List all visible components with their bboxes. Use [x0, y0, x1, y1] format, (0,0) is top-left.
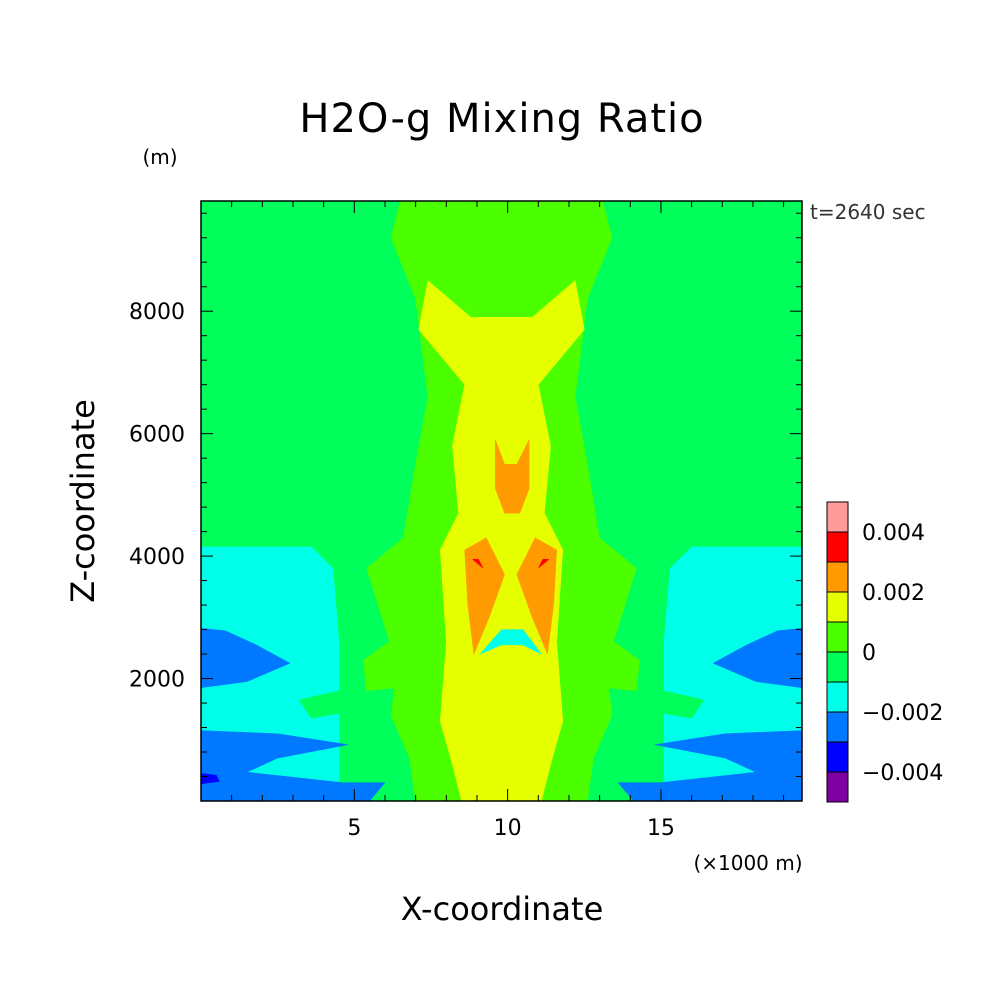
colorbar-label: 0.004: [862, 521, 925, 546]
colorbar-segment-6: [826, 591, 849, 623]
contour-region-9: [623, 690, 705, 719]
colorbar-segment-3: [826, 681, 849, 713]
colorbar-segment-2: [826, 711, 849, 743]
contour-region-12: [556, 616, 640, 692]
colorbar-segment-4: [826, 651, 849, 683]
colorbar-label: 0: [862, 641, 876, 666]
y-unit-label: (m): [142, 145, 177, 169]
contour-region-13: [418, 280, 585, 802]
chart-title: H2O-g Mixing Ratio: [299, 96, 704, 142]
colorbar-segment-1: [826, 741, 849, 773]
contour-region-16: [464, 537, 505, 656]
y-tick-label: 6000: [129, 423, 185, 448]
tick-labels: 5 10 15 2000 4000 6000 8000: [129, 300, 675, 841]
contour-region-19: [538, 558, 550, 569]
colorbar-segment-9: [826, 501, 849, 533]
contour-region-18: [471, 558, 484, 569]
contour-region-15: [495, 439, 530, 514]
x-axis-label: X-coordinate: [401, 890, 604, 928]
colorbar: −0.004 −0.002 0 0.002 0.004: [826, 501, 943, 803]
contour-region-14: [479, 629, 542, 655]
x-unit-label: (×1000 m): [693, 851, 802, 875]
x-tick-label: 15: [647, 816, 675, 841]
colorbar-segment-8: [826, 531, 849, 563]
time-label: t=2640 sec: [810, 200, 926, 224]
plot-frame: [200, 200, 803, 802]
contour-region-8: [298, 690, 380, 719]
contour-region-6: [617, 730, 803, 802]
x-tick-label: 5: [347, 816, 361, 841]
y-tick-label: 4000: [129, 545, 185, 570]
axis-ticks: [201, 201, 802, 801]
contour-region-11: [363, 616, 447, 692]
colorbar-segment-5: [826, 621, 849, 653]
contour-region-17: [516, 537, 557, 656]
y-axis-label: Z-coordinate: [64, 399, 102, 603]
colorbar-segment-0: [826, 771, 849, 803]
colorbar-label: −0.004: [862, 761, 943, 786]
x-tick-label: 10: [494, 816, 522, 841]
contour-region-5: [200, 730, 386, 802]
y-tick-label: 8000: [129, 300, 185, 325]
contour-regions: [200, 200, 803, 802]
colorbar-label: 0.002: [862, 581, 925, 606]
y-tick-label: 2000: [129, 668, 185, 693]
colorbar-label: −0.002: [862, 701, 943, 726]
colorbar-segment-7: [826, 561, 849, 593]
